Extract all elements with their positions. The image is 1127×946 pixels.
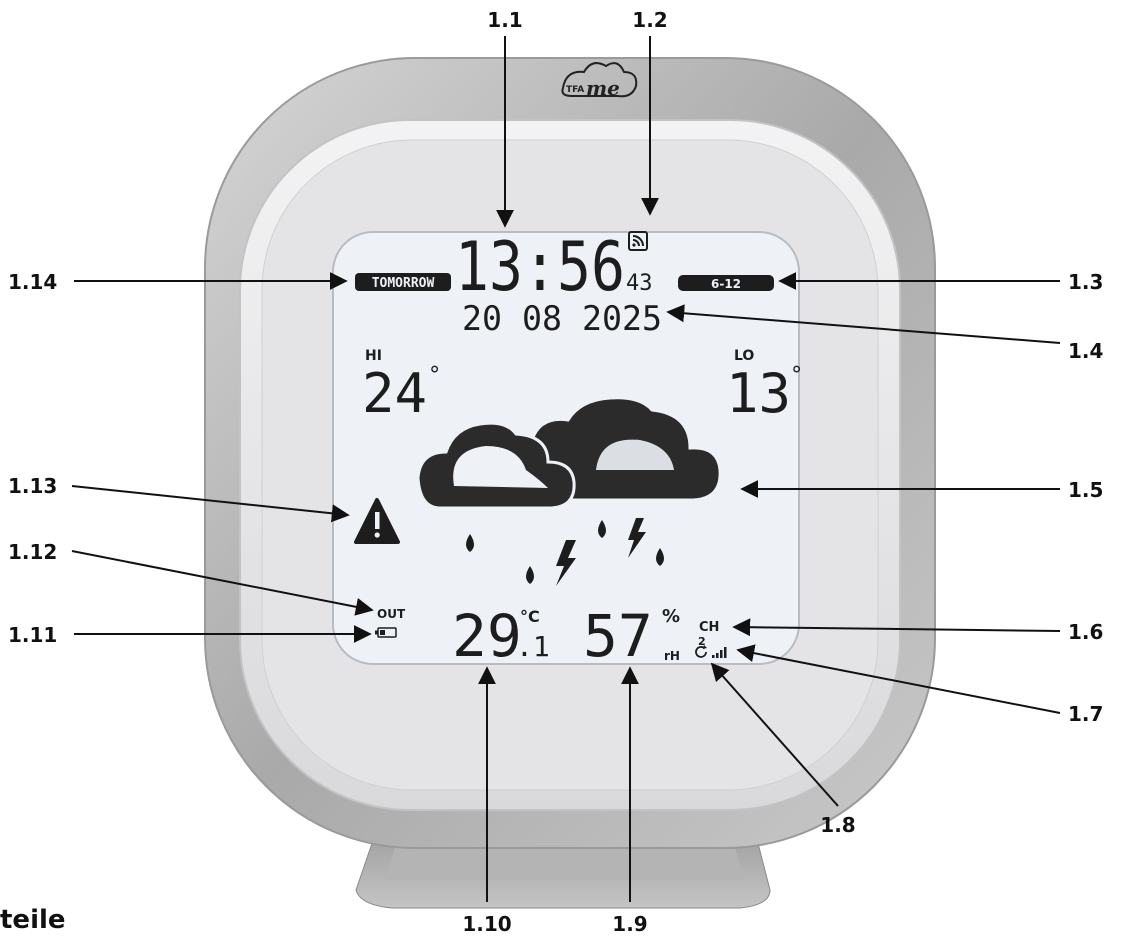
- out-label: OUT: [377, 607, 406, 621]
- battery-icon: [375, 627, 397, 638]
- callout-1-3: 1.3: [1068, 270, 1103, 294]
- humidity-sub-label: rH: [664, 649, 680, 663]
- reception-icon: [695, 645, 707, 658]
- svg-text:6-12: 6-12: [711, 277, 741, 291]
- callout-1-8: 1.8: [820, 813, 855, 837]
- radio-signal-icon: [628, 231, 648, 251]
- callout-1-5: 1.5: [1068, 478, 1103, 502]
- section-caption: teile: [0, 905, 66, 935]
- seconds-display: 43: [626, 271, 653, 296]
- lo-degree: °: [790, 363, 803, 388]
- callout-1-9: 1.9: [612, 912, 647, 936]
- callout-lines: [71, 36, 1061, 902]
- time-display: 13:56: [455, 228, 625, 307]
- callout-1-1: 1.1: [487, 8, 522, 32]
- forecast-period-badge: 6-12: [678, 275, 774, 291]
- outdoor-humidity: 57: [583, 602, 653, 670]
- outdoor-temperature: 29: [452, 602, 522, 670]
- weather-forecast-icon: [416, 396, 722, 586]
- callout-1-13: 1.13: [8, 474, 57, 498]
- date-display: 20 08 2025: [462, 299, 662, 339]
- callout-1-10: 1.10: [462, 912, 511, 936]
- svg-text:me: me: [586, 76, 620, 100]
- callout-1-4: 1.4: [1068, 339, 1103, 363]
- signal-strength-icon: [712, 647, 727, 658]
- channel-label: CH: [699, 620, 719, 635]
- callout-1-7: 1.7: [1068, 702, 1103, 726]
- temperature-unit: °C: [520, 607, 540, 626]
- lo-value: 13: [726, 362, 791, 425]
- tomorrow-badge: TOMORROW: [355, 273, 451, 291]
- hi-degree: °: [428, 363, 441, 388]
- callout-1-11: 1.11: [8, 623, 57, 647]
- hi-label: HI: [365, 348, 382, 364]
- temperature-decimal: .1: [516, 630, 550, 663]
- callout-1-6: 1.6: [1068, 620, 1103, 644]
- callout-1-2: 1.2: [632, 8, 667, 32]
- callout-1-14: 1.14: [8, 270, 57, 294]
- callout-1-12: 1.12: [8, 540, 57, 564]
- lo-label: LO: [734, 348, 754, 364]
- humidity-unit: %: [662, 606, 680, 627]
- svg-text:TOMORROW: TOMORROW: [372, 276, 435, 291]
- hi-value: 24: [362, 362, 427, 425]
- brand-logo: TFA me: [561, 62, 638, 100]
- warning-icon: [354, 498, 400, 544]
- svg-text:TFA: TFA: [566, 85, 584, 95]
- channel-number: 2: [698, 635, 706, 648]
